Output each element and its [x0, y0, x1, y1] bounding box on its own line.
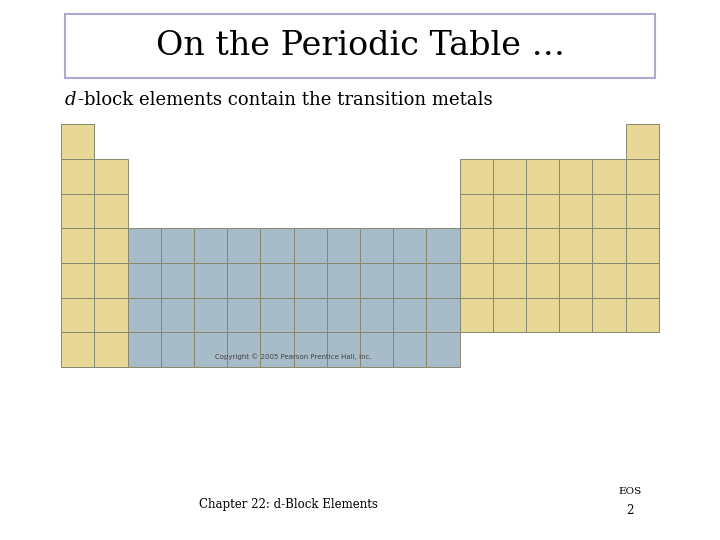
Bar	[94, 194, 127, 228]
Bar	[492, 194, 526, 228]
Bar	[360, 263, 393, 298]
Bar	[492, 159, 526, 194]
Bar	[294, 263, 327, 298]
Bar	[426, 228, 459, 263]
Bar	[426, 263, 459, 298]
Bar	[526, 228, 559, 263]
Bar	[593, 263, 626, 298]
Bar	[61, 263, 94, 298]
Bar	[228, 298, 261, 333]
Bar	[61, 333, 94, 367]
Text: EOS: EOS	[618, 487, 642, 496]
Bar	[459, 263, 492, 298]
Bar	[161, 228, 194, 263]
Bar	[161, 263, 194, 298]
Bar	[294, 298, 327, 333]
Bar	[65, 14, 655, 78]
Bar	[360, 333, 393, 367]
Text: d: d	[65, 91, 76, 109]
Bar	[426, 298, 459, 333]
Bar	[593, 159, 626, 194]
Bar	[360, 298, 393, 333]
Bar	[492, 228, 526, 263]
Bar	[626, 228, 659, 263]
Bar	[94, 159, 127, 194]
Bar	[393, 228, 426, 263]
Bar	[61, 124, 94, 159]
Bar	[626, 298, 659, 333]
Bar	[327, 263, 360, 298]
Bar	[393, 263, 426, 298]
Bar	[194, 263, 228, 298]
Bar	[194, 333, 228, 367]
Bar	[94, 298, 127, 333]
Bar	[127, 333, 161, 367]
Bar	[459, 228, 492, 263]
Bar	[626, 263, 659, 298]
Bar	[194, 298, 228, 333]
Bar	[626, 124, 659, 159]
Text: 2: 2	[626, 504, 634, 517]
Bar	[228, 333, 261, 367]
Bar	[492, 263, 526, 298]
Bar	[127, 298, 161, 333]
Bar	[559, 298, 593, 333]
Bar	[94, 333, 127, 367]
Bar	[228, 228, 261, 263]
Bar	[228, 263, 261, 298]
Bar	[61, 228, 94, 263]
Bar	[327, 298, 360, 333]
Bar	[459, 194, 492, 228]
Bar	[426, 333, 459, 367]
Bar	[559, 194, 593, 228]
Bar	[626, 194, 659, 228]
Bar	[161, 298, 194, 333]
Bar	[261, 333, 294, 367]
Bar	[61, 194, 94, 228]
Bar	[327, 333, 360, 367]
Bar	[261, 228, 294, 263]
Bar	[459, 159, 492, 194]
Bar	[526, 263, 559, 298]
Bar	[294, 333, 327, 367]
Bar	[593, 194, 626, 228]
Bar	[559, 228, 593, 263]
Bar	[94, 228, 127, 263]
Bar	[127, 228, 161, 263]
Bar	[593, 298, 626, 333]
Bar	[360, 228, 393, 263]
Bar	[492, 298, 526, 333]
Text: Chapter 22: d-Block Elements: Chapter 22: d-Block Elements	[199, 498, 377, 511]
Bar	[626, 159, 659, 194]
Bar	[327, 228, 360, 263]
Bar	[526, 298, 559, 333]
Bar	[261, 263, 294, 298]
Bar	[127, 263, 161, 298]
Bar	[459, 298, 492, 333]
Bar	[526, 159, 559, 194]
Bar	[393, 298, 426, 333]
Bar	[61, 298, 94, 333]
Text: -block elements contain the transition metals: -block elements contain the transition m…	[78, 91, 492, 109]
Bar	[294, 228, 327, 263]
Bar	[161, 333, 194, 367]
Bar	[559, 263, 593, 298]
Bar	[526, 194, 559, 228]
Bar	[261, 298, 294, 333]
Text: Copyright © 2005 Pearson Prentice Hall, Inc.: Copyright © 2005 Pearson Prentice Hall, …	[215, 354, 372, 360]
Bar	[61, 159, 94, 194]
Bar	[194, 228, 228, 263]
Bar	[94, 263, 127, 298]
Text: On the Periodic Table …: On the Periodic Table …	[156, 30, 564, 62]
Bar	[559, 159, 593, 194]
Bar	[593, 228, 626, 263]
Bar	[393, 333, 426, 367]
